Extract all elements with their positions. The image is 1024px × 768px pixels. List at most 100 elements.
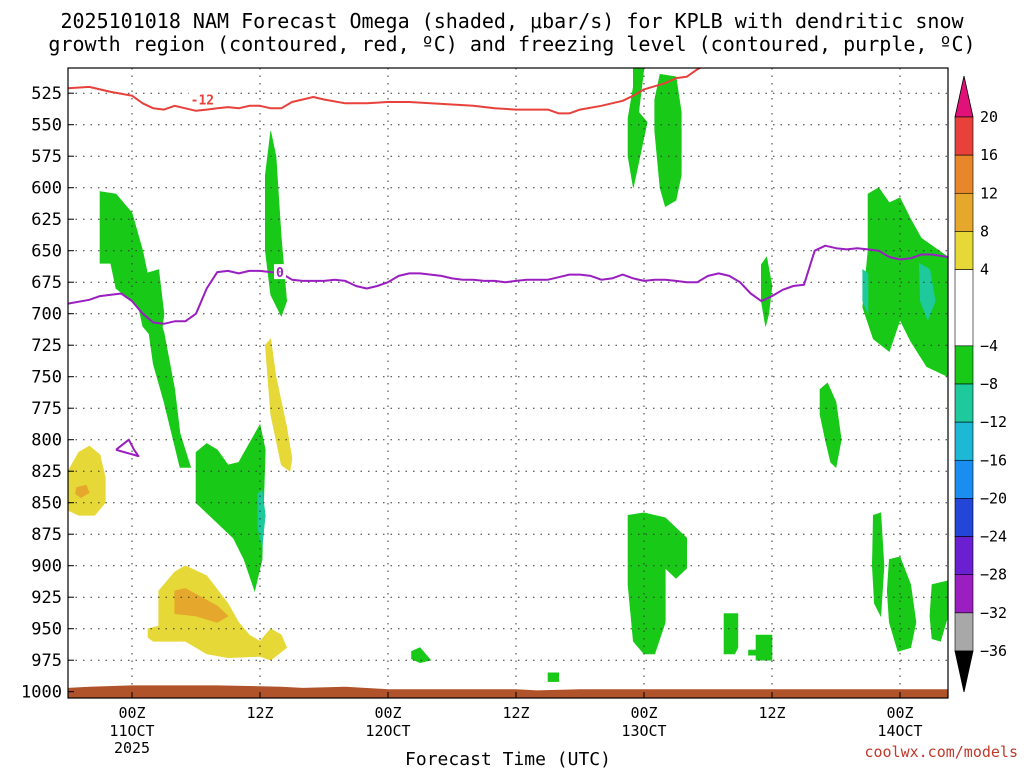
omega-region-11 [918, 262, 936, 321]
omega-region-12 [862, 269, 869, 314]
y-tick-label-7: 700 [31, 305, 62, 325]
y-tick-label-3: 600 [31, 179, 62, 199]
omega-region-16 [411, 647, 432, 664]
x-tick-label-1: 12Z [246, 704, 273, 722]
x-tick-label-6: 00Z [886, 704, 913, 722]
y-tick-label-14: 875 [31, 525, 62, 545]
colorbar-label-4: 4 [980, 261, 989, 279]
y-tick-label-1: 550 [31, 116, 62, 136]
contour-0 [68, 244, 948, 325]
plot-frame [67, 67, 949, 699]
colorbar-label-3: 8 [980, 222, 989, 240]
colorbar-top-arrow [954, 75, 974, 118]
site-credit[interactable]: coolwx.com/models [864, 743, 1018, 761]
y-axis: 525 550 575 600 625 650 675 700 725 750 775 800 825 8… [21, 84, 74, 703]
y-tick-label-19: 1000 [21, 683, 62, 703]
omega-region-18 [755, 634, 773, 661]
terrain-surface [68, 685, 948, 698]
colorbar-label-13: −36 [980, 642, 1007, 660]
colorbar-band-4 [954, 269, 974, 347]
x-tick-label-0: 00Z [118, 704, 145, 722]
chart-title-line-1: 2025101018 NAM Forecast Omega (shaded, μ… [60, 9, 964, 33]
y-tick-label-9: 750 [31, 368, 62, 388]
y-tick-label-18: 975 [31, 651, 62, 671]
colorbar-label-12: −32 [980, 604, 1007, 622]
y-tick-label-11: 800 [31, 431, 62, 451]
omega-region-7 [627, 512, 688, 655]
x-tick-label-4: 00Z [630, 704, 657, 722]
contour-label-bg--12 [188, 91, 217, 107]
omega-region-25 [264, 338, 293, 472]
omega-region-9 [819, 382, 842, 468]
colorbar-band-8 [954, 459, 974, 499]
y-tick-label-10: 775 [31, 399, 62, 419]
y-tick-label-13: 850 [31, 494, 62, 514]
colorbar-bottom-arrow [954, 650, 974, 693]
colorbar-band-10 [954, 536, 974, 576]
x-tick-day-0: 11OCT [109, 722, 154, 740]
y-tick-label-5: 650 [31, 242, 62, 262]
omega-region-14 [886, 556, 917, 652]
y-tick-label-16: 925 [31, 588, 62, 608]
y-tick-label-15: 900 [31, 557, 62, 577]
y-tick-label-12: 825 [31, 462, 62, 482]
colorbar-label-0: 20 [980, 108, 998, 126]
contour--12 [68, 68, 703, 115]
x-axis-label: Forecast Time (UTC) [405, 749, 611, 768]
contour-label-0: 0 [276, 266, 284, 281]
omega-region-20 [547, 672, 560, 682]
x-tick-year-0: 2025 [114, 739, 150, 757]
colorbar-label-2: 12 [980, 184, 998, 202]
terrain-fill [68, 685, 948, 698]
omega-region-22 [75, 484, 90, 499]
colorbar-band-2 [954, 192, 974, 232]
colorbar-band-1 [954, 154, 974, 194]
colorbar-label-7: −12 [980, 413, 1007, 431]
contour-label-bg-0 [274, 264, 286, 280]
omega-region-21 [68, 445, 106, 516]
omega-region-10 [862, 187, 948, 378]
colorbar-label-6: −8 [980, 375, 998, 393]
x-tick-day-6: 14OCT [877, 722, 922, 740]
x-tick-label-2: 00Z [374, 704, 401, 722]
y-tick-label-17: 950 [31, 620, 62, 640]
colorbar-band-9 [954, 498, 974, 537]
colorbar-band-11 [954, 574, 974, 614]
colorbar-label-1: 16 [980, 146, 998, 164]
colorbar-band-12 [954, 612, 974, 652]
colorbar-band-7 [954, 421, 974, 461]
contours: -12 0 [68, 68, 948, 458]
colorbar: 20 16 12 8 4 −4 −8 −12 −16 −20 −24 −28 −32 −36 [954, 75, 1007, 693]
omega-region-6 [654, 73, 682, 208]
colorbar-label-11: −28 [980, 566, 1007, 584]
colorbar-band-6 [954, 383, 974, 423]
y-tick-label-4: 625 [31, 210, 62, 230]
y-tick-label-8: 725 [31, 336, 62, 356]
chart-title-line-2: growth region (contoured, red, ºC) and f… [48, 32, 976, 56]
omega-region-13 [871, 512, 885, 618]
colorbar-band-3 [954, 231, 974, 270]
contour-label--12: -12 [191, 94, 214, 109]
omega-region-17 [723, 613, 739, 655]
omega-region-19 [748, 649, 760, 656]
x-tick-label-5: 12Z [758, 704, 785, 722]
colorbar-label-5: −4 [980, 337, 998, 355]
omega-region-0 [99, 191, 192, 468]
y-tick-label-0: 525 [31, 84, 62, 104]
x-tick-label-3: 12Z [502, 704, 529, 722]
contour-0-small [115, 438, 140, 458]
y-tick-label-2: 575 [31, 147, 62, 167]
y-tick-label-6: 675 [31, 273, 62, 293]
x-tick-day-4: 13OCT [621, 722, 666, 740]
omega-shading [68, 68, 948, 682]
colorbar-label-8: −16 [980, 451, 1007, 469]
colorbar-band-0 [954, 116, 974, 156]
omega-region-15 [929, 580, 948, 642]
colorbar-label-10: −24 [980, 528, 1007, 546]
x-tick-day-2: 12OCT [365, 722, 410, 740]
grid [68, 68, 948, 698]
colorbar-label-9: −20 [980, 489, 1007, 507]
colorbar-band-5 [954, 345, 974, 385]
